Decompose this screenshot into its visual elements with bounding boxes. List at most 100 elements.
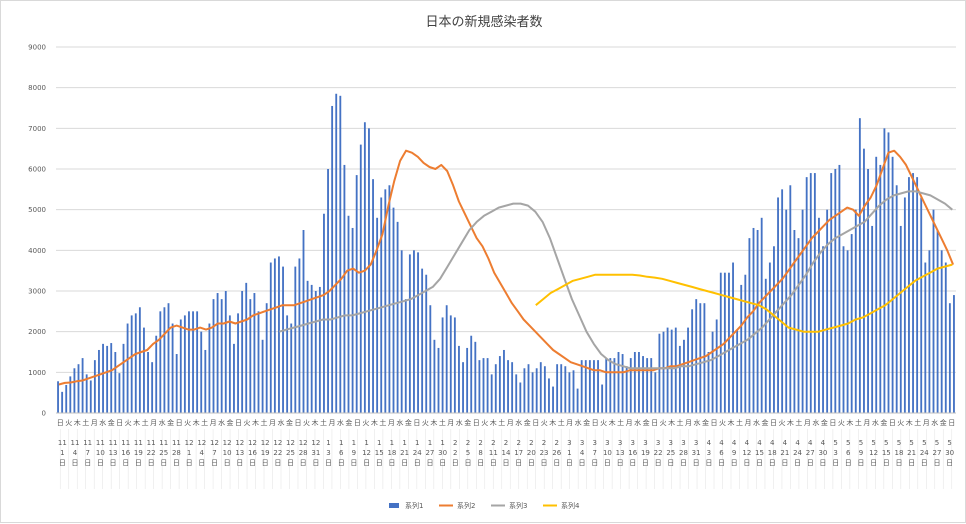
series-1-bar <box>813 173 816 413</box>
series-1-bar <box>715 319 718 413</box>
series-1-bar <box>61 391 64 413</box>
series-1-bar <box>523 368 526 413</box>
x-tick-date: 22 <box>273 449 282 457</box>
x-tick-day: 金 <box>108 418 115 427</box>
x-tick-day: 土 <box>795 418 802 427</box>
series-1-bar <box>359 144 362 413</box>
y-tick-label: 1000 <box>28 369 46 377</box>
series-1-bar <box>748 238 751 413</box>
x-tick-date: 15 <box>375 449 384 457</box>
x-tick-date: 13 <box>109 449 118 457</box>
x-tick-date: 11 <box>83 439 92 447</box>
x-tick-date: 11 <box>71 439 80 447</box>
series-1-bar <box>306 280 309 413</box>
y-tick-label: 9000 <box>28 44 46 52</box>
x-tick-date: 11 <box>121 439 130 447</box>
x-tick-day: 日 <box>176 419 183 427</box>
x-tick-day: 月 <box>863 419 870 427</box>
x-tick-date: 1 <box>377 439 381 447</box>
x-tick-date: 4 <box>757 439 762 447</box>
x-tick-date: 15 <box>755 449 764 457</box>
series-1-bar <box>838 164 841 413</box>
x-tick-date: 5 <box>922 439 926 447</box>
series-1-bar <box>151 362 154 413</box>
x-tick-date: 日 <box>794 459 801 467</box>
series-1-bar <box>130 315 133 413</box>
series-1-bar <box>372 179 374 413</box>
series-1-bar <box>228 315 231 413</box>
x-tick-date: 日 <box>414 459 421 467</box>
x-tick-date: 日 <box>515 459 522 467</box>
series-1-bar <box>351 227 354 413</box>
series-1-bar <box>314 291 317 413</box>
series-1-bar <box>188 311 190 413</box>
series-1-bar <box>437 347 440 413</box>
x-tick-day: 土 <box>855 418 862 427</box>
x-tick-date: 6 <box>339 449 344 457</box>
series-1-bar <box>867 169 869 413</box>
x-tick-date: 3 <box>681 439 685 447</box>
x-tick-day: 火 <box>65 419 72 427</box>
x-tick-date: 1 <box>326 439 330 447</box>
series-1-bar <box>318 286 321 413</box>
x-tick-date: 27 <box>425 449 434 457</box>
x-tick-date: 日 <box>541 459 548 467</box>
series-1-bar <box>241 291 244 413</box>
series-1-bar <box>363 122 366 413</box>
series-1-bar <box>527 364 530 413</box>
series-1-bar <box>953 295 955 413</box>
series-1-bar <box>224 291 227 413</box>
series-1-bar <box>433 339 436 413</box>
x-tick-day: 土 <box>914 418 921 427</box>
x-tick-day: 金 <box>167 418 174 427</box>
x-tick-date: 4 <box>821 439 826 447</box>
x-tick-date: 3 <box>656 439 660 447</box>
series-1-bar <box>850 234 853 413</box>
series-1-bar <box>413 250 415 413</box>
series-1-bar <box>167 303 170 413</box>
series-1-bar <box>887 132 890 413</box>
x-tick-date: 日 <box>300 459 307 467</box>
x-tick-date: 日 <box>553 459 560 467</box>
series-1-bar <box>196 311 199 413</box>
series-1-bar <box>384 189 387 413</box>
series-1-bar <box>617 352 620 413</box>
legend-label: 系列2 <box>457 501 475 510</box>
series-1-bar <box>163 307 166 413</box>
x-tick-date: 日 <box>857 459 864 467</box>
series-1-bar <box>584 360 587 413</box>
series-1-bar <box>376 217 379 413</box>
series-1-bar <box>588 360 591 413</box>
series-1-bar <box>494 364 497 413</box>
series-1-bar <box>576 388 579 413</box>
x-tick-date: 7 <box>85 449 89 457</box>
series-1-bar <box>625 366 628 413</box>
y-tick-label: 0 <box>42 410 46 418</box>
x-tick-date: 3 <box>567 439 571 447</box>
x-tick-date: 2 <box>542 439 546 447</box>
series-1-bar <box>809 173 812 413</box>
x-tick-date: 1 <box>415 439 419 447</box>
x-tick-day: 木 <box>906 418 913 427</box>
series-1-bar <box>834 169 837 413</box>
x-tick-date: 日 <box>338 459 345 467</box>
series-1-bar <box>302 230 305 413</box>
x-tick-date: 28 <box>299 449 308 457</box>
x-tick-date: 2 <box>491 439 495 447</box>
x-tick-day: 金 <box>583 418 590 427</box>
x-tick-date: 11 <box>159 439 168 447</box>
x-tick-date: 23 <box>540 449 549 457</box>
series-1-bar <box>179 319 182 413</box>
x-tick-day: 火 <box>838 419 845 427</box>
x-tick-day: 火 <box>244 419 251 427</box>
x-tick-day: 月 <box>210 419 217 427</box>
x-tick-day: 木 <box>668 418 675 427</box>
series-1-bar <box>143 327 145 413</box>
series-1-bar <box>118 373 121 413</box>
x-tick-date: 2 <box>453 439 457 447</box>
x-tick-day: 水 <box>515 418 522 427</box>
x-tick-date: 5 <box>859 439 863 447</box>
x-tick-day: 木 <box>133 418 140 427</box>
series-1-bar <box>404 299 407 413</box>
series-1-bar <box>515 374 518 413</box>
